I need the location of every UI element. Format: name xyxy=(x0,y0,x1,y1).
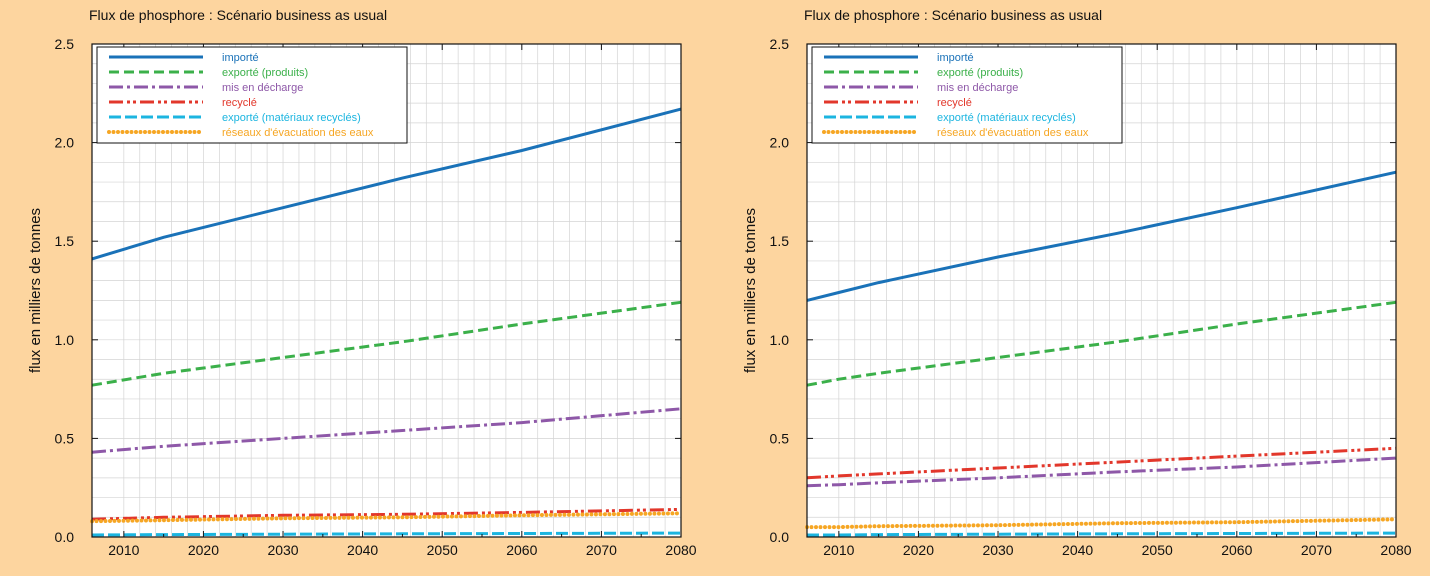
chart-right: 2010 2020 2030 2040 2050 2060 2070 2080 0.0 0.5 1.… xyxy=(742,36,1412,558)
legend-label: mis en décharge xyxy=(937,82,1018,94)
y-tick-label: 1.5 xyxy=(770,233,790,249)
series-line-mis_en_decharge xyxy=(91,407,682,454)
legend: importé exporté (produits) mis en décharge… xyxy=(811,46,1123,144)
chart-title: Flux de phosphore : Scénario business as… xyxy=(804,7,1103,23)
x-tick-label: 2070 xyxy=(586,542,617,558)
legend-label: importé xyxy=(222,52,259,64)
x-tick-label: 2010 xyxy=(108,542,139,558)
x-tick-label: 2010 xyxy=(823,542,854,558)
chart-panel-left: Flux de phosphore : Scénario business as… xyxy=(27,7,697,558)
y-axis-label: flux en milliers de tonnes xyxy=(742,208,759,373)
x-tick-label: 2020 xyxy=(188,542,219,558)
series-line-exporte_materiaux xyxy=(91,531,682,537)
plot-frame xyxy=(91,43,682,538)
legend-label: réseaux d'évacuation des eaux xyxy=(937,127,1089,139)
legend: importé exporté (produits) mis en décharge… xyxy=(96,46,408,144)
series-line-importe xyxy=(91,107,682,261)
x-tick-label: 2060 xyxy=(1221,542,1252,558)
y-tick-label: 2.0 xyxy=(55,135,75,151)
y-tick-label: 0.5 xyxy=(770,430,790,446)
series-line-exporte_produits xyxy=(806,300,1397,387)
y-tick-label: 1.0 xyxy=(55,332,75,348)
legend-label: exporté (matériaux recyclés) xyxy=(937,112,1076,124)
x-tick-label: 2060 xyxy=(506,542,537,558)
y-tick-label: 0.0 xyxy=(55,529,75,545)
y-tick-label: 1.0 xyxy=(770,332,790,348)
legend-label: exporté (matériaux recyclés) xyxy=(222,112,361,124)
legend-label: importé xyxy=(937,52,974,64)
x-tick-label: 2030 xyxy=(982,542,1013,558)
legend-label: exporté (produits) xyxy=(937,67,1023,79)
x-tick-label: 2080 xyxy=(665,542,696,558)
x-tick-label: 2040 xyxy=(1062,542,1093,558)
plot-frame xyxy=(806,43,1397,538)
series-line-reseaux xyxy=(90,511,683,524)
y-tick-label: 0.0 xyxy=(770,529,790,545)
legend-label: mis en décharge xyxy=(222,82,303,94)
series-line-reseaux xyxy=(805,517,1398,530)
series-line-exporte_produits xyxy=(91,300,682,387)
x-tick-label: 2050 xyxy=(1142,542,1173,558)
x-tick-label: 2080 xyxy=(1380,542,1411,558)
series-line-importe xyxy=(806,170,1397,302)
series-line-recycle xyxy=(806,446,1397,480)
y-tick-label: 2.5 xyxy=(770,36,790,52)
chart-title: Flux de phosphore : Scénario business as… xyxy=(89,7,388,23)
y-tick-label: 1.5 xyxy=(55,233,75,249)
legend-label: réseaux d'évacuation des eaux xyxy=(222,127,374,139)
x-tick-label: 2070 xyxy=(1301,542,1332,558)
x-tick-label: 2020 xyxy=(903,542,934,558)
y-tick-label: 2.5 xyxy=(55,36,75,52)
legend-box xyxy=(811,46,1123,144)
y-tick-label: 2.0 xyxy=(770,135,790,151)
series-line-mis_en_decharge xyxy=(806,456,1397,488)
x-tick-label: 2030 xyxy=(267,542,298,558)
x-tick-label: 2040 xyxy=(347,542,378,558)
legend-label: recyclé xyxy=(222,97,257,109)
legend-label: exporté (produits) xyxy=(222,67,308,79)
series-line-recycle xyxy=(91,507,682,521)
chart-left: 2010 2020 2030 2040 2050 2060 2070 2080 0.0 0.5 1.… xyxy=(27,36,697,558)
x-tick-label: 2050 xyxy=(427,542,458,558)
y-axis-label: flux en milliers de tonnes xyxy=(27,208,44,373)
y-tick-label: 0.5 xyxy=(55,430,75,446)
series-line-exporte_materiaux xyxy=(807,531,1397,537)
legend-label: recyclé xyxy=(937,97,972,109)
legend-box xyxy=(96,46,408,144)
chart-panel-right: Flux de phosphore : Scénario business as… xyxy=(715,0,1430,576)
